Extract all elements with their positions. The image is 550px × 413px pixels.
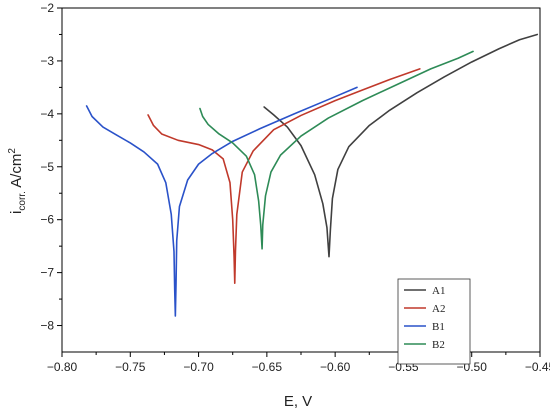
y-tick-label: −7 — [40, 266, 54, 280]
series-a1-line — [263, 33, 539, 258]
series-a2-line — [147, 68, 421, 284]
x-tick-label: −0.60 — [320, 360, 351, 374]
y-axis-title-subscript: corr. — [17, 191, 28, 210]
y-axis-title-unit: A/cm — [8, 154, 25, 192]
legend-box — [397, 278, 471, 365]
legend-label-b2: B2 — [432, 339, 445, 351]
x-axis: −0.80−0.75−0.70−0.65−0.60−0.55−0.50−0.45 — [47, 352, 550, 374]
x-tick-label: −0.70 — [183, 360, 214, 374]
series-layer — [85, 33, 539, 317]
y-tick-label: −6 — [40, 213, 54, 227]
x-axis-title: E, V — [284, 393, 312, 410]
legend-label-a1: A1 — [432, 285, 445, 297]
y-tick-label: −8 — [40, 319, 54, 333]
series-b1-line — [85, 86, 358, 317]
x-tick-label: −0.45 — [525, 360, 550, 374]
y-axis-title-main: i — [8, 211, 25, 214]
x-tick-label: −0.65 — [252, 360, 283, 374]
y-axis-title-superscript: 2 — [7, 148, 18, 154]
y-tick-label: −2 — [40, 1, 54, 15]
x-tick-label: −0.80 — [47, 360, 78, 374]
y-tick-label: −4 — [40, 107, 54, 121]
y-tick-label: −3 — [40, 54, 54, 68]
legend: A1 A2 B1 B2 — [397, 278, 471, 365]
series-b2-line — [199, 50, 474, 250]
x-tick-label: −0.75 — [115, 360, 146, 374]
y-axis-title: icorr. A/cm2 — [7, 148, 28, 214]
legend-label-b1: B1 — [432, 321, 445, 333]
y-tick-label: −5 — [40, 160, 54, 174]
legend-label-a2: A2 — [432, 303, 445, 315]
y-axis: −8 −7 −6 −5 −4 −3 −2 — [40, 1, 62, 333]
